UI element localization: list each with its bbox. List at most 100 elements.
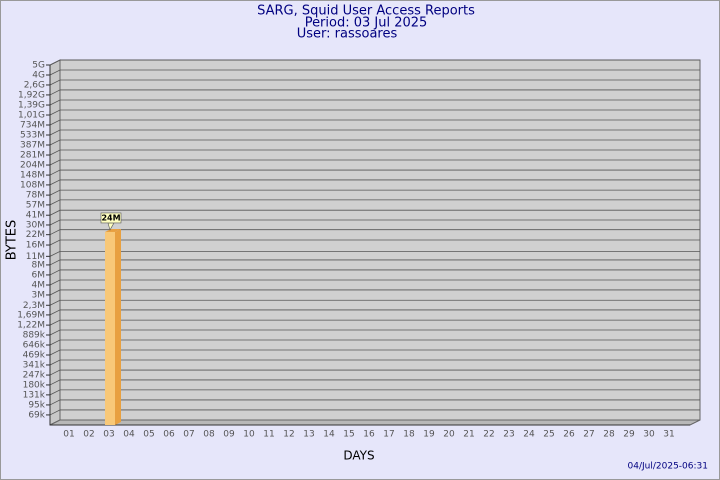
floor — [49, 419, 701, 426]
x-tick-label: 13 — [303, 430, 314, 440]
grid-line — [49, 149, 700, 156]
x-tick-label: 30 — [643, 430, 655, 440]
grid-line — [49, 289, 700, 296]
x-tick-label: 17 — [383, 430, 394, 440]
y-axis-label: BYTES — [5, 220, 20, 261]
grid-line — [49, 219, 700, 226]
y-tick-label: 4G — [32, 71, 45, 81]
y-tick-label: 41M — [26, 211, 45, 221]
grid-line — [49, 129, 700, 136]
chart-title: SARG, Squid User Access Reports — [257, 4, 475, 19]
x-tick-label: 10 — [243, 430, 255, 440]
x-tick-label: 08 — [203, 430, 215, 440]
y-tick-label: 1,39G — [18, 101, 45, 111]
grid-line — [49, 209, 700, 216]
y-tick-label: 889k — [23, 331, 46, 341]
x-tick-label: 16 — [363, 430, 375, 440]
grid-line — [49, 389, 700, 396]
x-tick-label: 18 — [403, 430, 415, 440]
y-tick-label: 180k — [23, 380, 46, 390]
grid-line — [49, 109, 700, 116]
y-tick-label: 387M — [20, 141, 45, 151]
value-label: 24M — [101, 213, 120, 222]
grid-line — [49, 339, 700, 346]
grid-line — [49, 299, 700, 306]
y-tick-label: 469k — [23, 351, 46, 361]
x-tick-label: 19 — [423, 430, 435, 440]
x-axis-label: DAYS — [343, 449, 374, 463]
grid-line — [49, 399, 700, 406]
x-tick-label: 26 — [563, 430, 575, 440]
y-tick-label: 69k — [28, 410, 45, 420]
x-tick-label: 15 — [343, 430, 354, 440]
y-tick-label: 22M — [26, 230, 45, 240]
y-tick-label: 30M — [26, 220, 45, 230]
y-tick-label: 11M — [26, 252, 45, 262]
grid-line — [49, 139, 700, 146]
grid-line — [49, 189, 700, 196]
x-tick-label: 22 — [483, 430, 494, 440]
grid-line — [49, 309, 700, 316]
x-tick-label: 01 — [63, 430, 74, 440]
bar — [105, 231, 115, 425]
chart-subtitle: Period: 03 Jul 2025 — [305, 16, 428, 31]
y-tick-label: 734M — [20, 120, 45, 130]
grid-line — [49, 329, 700, 336]
y-tick-label: 281M — [20, 151, 45, 161]
grid-line — [49, 119, 700, 126]
y-tick-label: 533M — [20, 131, 45, 141]
x-tick-label: 23 — [503, 430, 514, 440]
timestamp: 04/Jul/2025-06:31 — [628, 462, 708, 472]
x-tick-label: 11 — [263, 430, 274, 440]
x-tick-label: 14 — [323, 430, 335, 440]
bar-side — [115, 228, 121, 425]
x-tick-label: 28 — [603, 430, 615, 440]
x-tick-label: 27 — [583, 430, 594, 440]
grid-line — [49, 239, 700, 246]
grid-line — [49, 269, 700, 276]
y-tick-label: 57M — [26, 200, 45, 210]
y-tick-label: 148M — [20, 171, 45, 181]
grid-line — [49, 250, 700, 257]
y-tick-label: 8M — [32, 260, 46, 270]
bar-top — [105, 228, 121, 232]
grid-line — [49, 179, 700, 186]
y-tick-label: 1,22M — [17, 321, 45, 331]
value-label-box — [100, 212, 122, 224]
chart-subtitle: User: rassoares — [297, 27, 398, 42]
x-tick-label: 12 — [283, 430, 294, 440]
y-tick-label: 341k — [23, 360, 46, 370]
grid-line — [49, 199, 700, 206]
y-tick-label: 204M — [20, 161, 45, 171]
x-tick-label: 20 — [443, 430, 455, 440]
y-tick-label: 16M — [26, 241, 45, 251]
y-tick-label: 131k — [23, 390, 46, 400]
x-tick-label: 02 — [83, 430, 94, 440]
x-tick-label: 09 — [223, 430, 235, 440]
y-tick-label: 247k — [23, 371, 46, 381]
y-tick-label: 1,92G — [18, 90, 45, 100]
grid-line — [49, 89, 700, 96]
x-tick-label: 03 — [103, 430, 114, 440]
y-tick-label: 6M — [32, 270, 46, 280]
grid-line — [49, 379, 700, 386]
grid-line — [49, 69, 700, 76]
grid-line — [49, 279, 700, 286]
x-tick-label: 04 — [123, 430, 135, 440]
y-tick-label: 78M — [26, 191, 45, 201]
x-tick-label: 24 — [523, 430, 535, 440]
y-tick-label: 108M — [20, 180, 45, 190]
y-tick-label: 3M — [32, 290, 46, 300]
x-tick-label: 25 — [543, 430, 554, 440]
x-tick-label: 06 — [163, 430, 175, 440]
grid-line — [49, 359, 700, 366]
y-tick-label: 1,01G — [18, 111, 45, 121]
y-tick-label: 4M — [32, 280, 46, 290]
grid-line — [49, 409, 700, 416]
y-tick-label: 95k — [28, 400, 45, 410]
y-tick-label: 646k — [23, 340, 46, 350]
grid-line — [49, 59, 700, 66]
y-tick-label: 2,3M — [23, 301, 45, 311]
